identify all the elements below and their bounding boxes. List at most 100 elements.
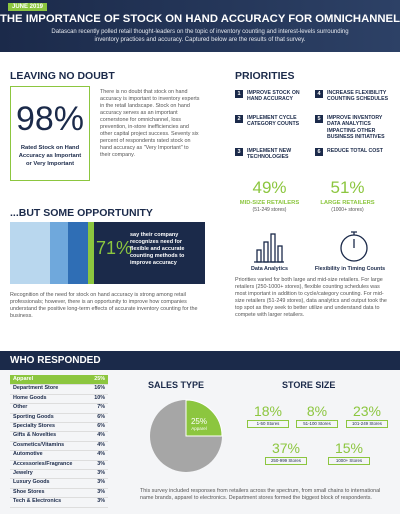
priority-label: IMPLEMENT CYCLE CATEGORY COUNTS [247, 115, 300, 128]
store-size-label: 1-50 Stores [247, 420, 289, 428]
banner [0, 351, 400, 370]
slice-label: Apparel [191, 426, 207, 431]
body: This survey included responses from reta… [140, 488, 381, 501]
store-size-label: 51-100 Stores [296, 420, 338, 428]
priority-number: 2 [235, 115, 243, 123]
store-size-item: 18% 1-50 Stores [244, 403, 292, 428]
industry-row: Other 7% [10, 403, 108, 414]
industry-row: Shoe Stores 3% [10, 488, 108, 499]
priority-label: REDUCE TOTAL COST [327, 148, 383, 154]
industry-name: Home Goods [13, 394, 47, 401]
industry-row: Tech & Electronics 3% [10, 497, 108, 508]
store-size-stat: 37% [271, 440, 301, 456]
priority-number: 5 [315, 115, 323, 123]
store-size-label: 1000+ Stores [328, 457, 370, 465]
icons [254, 231, 368, 263]
icon-label: Flexibility in Timing Counts [314, 266, 386, 272]
industry-share: 4% [97, 432, 105, 439]
heading: PRIORITIES [235, 70, 295, 82]
subtitle: Datascan recently polled retail thought-… [51, 29, 349, 43]
stat: 98% [15, 100, 85, 138]
priority-number: 1 [235, 90, 243, 98]
industry-name: Luxury Goods [13, 479, 50, 486]
industry-row: Cosmetics/Vitamins 4% [10, 441, 108, 452]
industry-share: 25% [94, 376, 105, 382]
industry-share: 4% [97, 441, 105, 448]
priority-label: INCREASE FLEXIBILITY COUNTING SCHEDULES [327, 90, 389, 103]
industry-share: 6% [97, 423, 105, 429]
icon-label: Data Analytics [251, 266, 288, 272]
industry-share: 3% [97, 470, 105, 476]
industry-row: Accessories/Fragrance 3% [10, 460, 108, 470]
body: Recognition of the need for stock on han… [10, 292, 198, 319]
stat: 71% [96, 238, 132, 259]
store-size-stat: 18% [253, 403, 283, 419]
store-size-title: STORE SIZE [282, 380, 336, 390]
segment-sublabel: (51-249 stores) [252, 207, 287, 213]
priority-number: 6 [315, 148, 323, 156]
industry-name: Automotive [13, 451, 43, 458]
priority-number: 3 [235, 148, 243, 156]
store-size-label: 101-249 Stores [346, 420, 388, 428]
industry-share: 16% [94, 385, 105, 392]
segment-sublabel: (1000+ stores) [331, 207, 364, 213]
industry-share: 3% [97, 460, 105, 467]
store-size-stat: 8% [306, 403, 328, 419]
body: Priorities varied for both large and mid… [235, 277, 387, 318]
industry-row: Automotive 4% [10, 450, 108, 461]
industry-row: Luxury Goods 3% [10, 478, 108, 489]
heading: ...BUT SOME OPPORTUNITY [10, 207, 153, 219]
segment-label: LARGE RETAILERS [320, 200, 375, 206]
stat-box [10, 86, 90, 181]
priority-label: IMPROVE STOCK ON HAND ACCURACY [247, 90, 300, 103]
industry-row: Home Goods 10% [10, 394, 108, 405]
priority-label: IMPROVE INVENTORY DATA ANALYTICS IMPACTI… [327, 115, 385, 141]
sales-type-title: SALES TYPE [148, 380, 205, 390]
priority-label: IMPLEMENT NEW TECHNOLOGIES [247, 148, 292, 161]
heading: LEAVING NO DOUBT [10, 70, 115, 82]
industry-name: Department Store [13, 385, 59, 392]
date-badge: JUNE 2019 [8, 3, 48, 11]
industry-row: Specialty Stores 6% [10, 422, 108, 433]
store-size-item: 23% 101-249 Stores [343, 403, 391, 428]
stat-caption: Rated Stock on Hand Accuracy as Importan… [18, 145, 82, 167]
industry-name: Shoe Stores [13, 488, 45, 495]
segment-stat: 49% [252, 178, 287, 197]
body: There is no doubt that stock on hand acc… [100, 89, 200, 158]
industry-share: 3% [97, 479, 105, 486]
industry-name: Cosmetics/Vitamins [13, 441, 65, 448]
industry-name: Jewelry [13, 470, 33, 476]
industry-share: 3% [97, 498, 105, 505]
industry-name: Gifts & Novelties [13, 432, 57, 439]
store-size-item: 37% 250-999 Stores [262, 440, 310, 465]
stat-value: 71% [96, 238, 133, 258]
industry-name: Other [13, 404, 28, 411]
industry-name: Apparel [13, 376, 34, 382]
segment-stat: 51% [330, 178, 365, 197]
stat-caption: say their company recognizes need for fl… [130, 232, 185, 266]
priority-number: 4 [315, 90, 323, 98]
store-size-item: 8% 51-100 Stores [293, 403, 341, 428]
industry-row: Department Store 16% [10, 384, 108, 395]
slice-labels: 25% Apparel [190, 417, 208, 431]
store-size-label: 250-999 Stores [265, 457, 307, 465]
industry-share: 6% [97, 413, 105, 420]
pie [150, 399, 223, 472]
industry-share: 7% [97, 404, 105, 411]
industry-row: Jewelry 3% [10, 469, 108, 480]
store-size-stat: 15% [334, 440, 364, 456]
industry-name: Accessories/Fragrance [13, 460, 73, 467]
header [0, 0, 400, 52]
industry-share: 3% [97, 488, 105, 495]
bar-graphic [10, 222, 205, 284]
industry-share: 4% [97, 451, 105, 458]
industry-name: Tech & Electronics [13, 498, 62, 505]
industry-name: Sporting Goods [13, 413, 54, 420]
slice-value: 25% [190, 417, 207, 426]
store-size-item: 15% 1000+ Stores [325, 440, 373, 465]
industry-row: Apparel 25% [10, 375, 108, 386]
store-size-stat: 23% [352, 403, 382, 419]
industry-share: 10% [94, 394, 105, 401]
industry-row: Sporting Goods 6% [10, 413, 108, 423]
